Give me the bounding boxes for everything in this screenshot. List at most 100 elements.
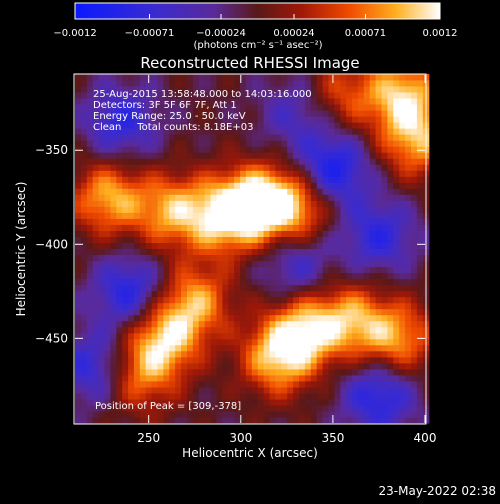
heatmap-cell — [157, 248, 164, 255]
heatmap-cell — [216, 386, 223, 394]
heatmap-cell — [245, 374, 253, 382]
heatmap-cell — [387, 314, 394, 322]
heatmap-cell — [352, 158, 359, 165]
heatmap-cell — [310, 140, 318, 147]
annotation-time: 25-Aug-2015 13:58:48.000 to 14:03:16.000 — [93, 89, 312, 100]
heatmap-cell — [222, 122, 229, 129]
heatmap-cell — [222, 236, 229, 243]
heatmap-cell — [122, 158, 129, 165]
heatmap-cell — [381, 146, 388, 153]
heatmap-cell — [222, 164, 229, 171]
heatmap-cell — [222, 260, 229, 268]
heatmap-cell — [251, 212, 259, 219]
heatmap-cell — [257, 260, 265, 268]
heatmap-cell — [251, 146, 259, 153]
heatmap-cell — [216, 344, 223, 352]
heatmap-cell — [181, 85, 188, 93]
heatmap-cell — [257, 290, 265, 298]
heatmap-cell — [163, 272, 170, 280]
heatmap-cell — [198, 272, 206, 280]
heatmap-cell — [334, 122, 341, 129]
heatmap-cell — [169, 320, 176, 328]
heatmap-cell — [322, 266, 330, 274]
heatmap-cell — [204, 152, 212, 159]
heatmap-cell — [122, 182, 129, 189]
heatmap-cell — [381, 85, 388, 93]
heatmap-cell — [128, 302, 135, 310]
heatmap-cell — [251, 320, 259, 328]
heatmap-cell — [334, 128, 341, 135]
heatmap-cell — [287, 320, 294, 328]
heatmap-cell — [340, 254, 347, 262]
heatmap-cell — [299, 128, 306, 135]
heatmap-cell — [416, 248, 424, 255]
heatmap-cell — [145, 164, 153, 171]
heatmap-cell — [216, 272, 223, 280]
heatmap-cell — [228, 128, 235, 135]
heatmap-cell — [275, 182, 282, 189]
heatmap-cell — [328, 374, 335, 382]
heatmap-cell — [363, 314, 371, 322]
heatmap-cell — [86, 194, 94, 201]
heatmap-cell — [240, 91, 247, 99]
heatmap-cell — [316, 230, 324, 237]
heatmap-cell — [340, 122, 347, 129]
heatmap-cell — [151, 338, 159, 346]
heatmap-cell — [86, 374, 94, 382]
heatmap-cell — [334, 290, 341, 298]
heatmap-cell — [393, 206, 400, 213]
heatmap-cell — [304, 212, 312, 219]
heatmap-cell — [192, 140, 200, 147]
heatmap-cell — [86, 218, 94, 225]
heatmap-cell — [139, 374, 147, 382]
heatmap-cell — [340, 218, 347, 225]
heatmap-cell — [240, 242, 247, 249]
heatmap-cell — [281, 278, 288, 286]
heatmap-cell — [381, 386, 388, 394]
heatmap-cell — [104, 272, 111, 280]
heatmap-cell — [346, 212, 353, 219]
heatmap-cell — [269, 254, 276, 262]
heatmap-cell — [116, 332, 123, 340]
heatmap-cell — [110, 152, 117, 159]
heatmap-cell — [128, 314, 135, 322]
heatmap-cell — [192, 182, 200, 189]
heatmap-cell — [163, 97, 170, 105]
heatmap-cell — [399, 152, 406, 159]
heatmap-cell — [275, 194, 282, 201]
heatmap-cell — [122, 170, 129, 177]
heatmap-cell — [346, 91, 353, 99]
heatmap-cell — [210, 248, 218, 255]
heatmap-cell — [310, 73, 318, 81]
heatmap-cell — [181, 176, 188, 183]
heatmap-cell — [393, 158, 400, 165]
heatmap-cell — [257, 212, 265, 219]
heatmap-cell — [216, 302, 223, 310]
heatmap-cell — [110, 188, 117, 195]
heatmap-cell — [145, 218, 153, 225]
heatmap-cell — [393, 398, 400, 406]
heatmap-cell — [357, 104, 365, 111]
heatmap-cell — [416, 356, 424, 364]
heatmap-cell — [122, 398, 129, 406]
heatmap-cell — [287, 200, 294, 207]
heatmap-cell — [151, 284, 159, 292]
heatmap-cell — [145, 386, 153, 394]
heatmap-cell — [98, 134, 106, 141]
heatmap-cell — [340, 128, 347, 135]
heatmap-cell — [304, 116, 312, 123]
heatmap-cell — [269, 417, 276, 424]
heatmap-cell — [304, 236, 312, 243]
heatmap-cell — [269, 116, 276, 123]
heatmap-cell — [399, 140, 406, 147]
heatmap-cell — [240, 176, 247, 183]
y-tick-label: −450 — [35, 331, 68, 345]
heatmap-cell — [287, 73, 294, 81]
heatmap-cell — [352, 152, 359, 159]
annotation-energy: Energy Range: 25.0 - 50.0 keV — [93, 111, 246, 122]
heatmap-cell — [181, 170, 188, 177]
heatmap-cell — [110, 417, 117, 424]
heatmap-cell — [375, 85, 383, 93]
heatmap-cell — [399, 326, 406, 334]
heatmap-cell — [210, 122, 218, 129]
